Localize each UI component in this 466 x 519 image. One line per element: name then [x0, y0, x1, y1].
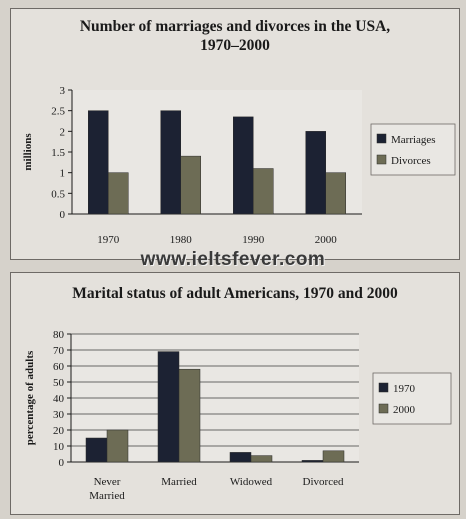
chart1-category-label: 1990: [242, 234, 265, 246]
chart2-title: Marital status of adult Americans, 1970 …: [72, 285, 398, 302]
chart2-legend-box: [372, 372, 452, 425]
chart2-legend-label: 2000: [393, 404, 416, 416]
chart1-y-axis-label: millions: [22, 133, 34, 171]
chart2-ytick-label: 20: [53, 425, 65, 437]
chart2-bar-1970: [229, 452, 252, 463]
chart2-ytick-label: 10: [53, 441, 65, 453]
chart2-bar-2000: [106, 429, 129, 463]
chart1-bar-divorces: [325, 172, 346, 215]
chart2-bar-2000: [250, 455, 273, 463]
chart2-ytick-label: 40: [53, 393, 65, 405]
chart1-legend-swatch: [376, 133, 387, 144]
marital-status-chart-panel: Marital status of adult Americans, 1970 …: [10, 272, 460, 515]
chart2-ytick-label: 0: [59, 457, 65, 469]
chart2-category-label: Divorced: [303, 476, 344, 488]
marital-status-bar-chart: 0 10 20 30 40 50 60 70 80 percentage of adults Nev…: [24, 329, 452, 502]
chart2-category-label: Widowed: [230, 476, 273, 488]
chart1-bar-divorces: [180, 155, 201, 215]
chart2-legend-swatch: [378, 403, 389, 414]
marriages-divorces-bar-chart: 0 0.5 1 1.5 2 2.5 3 millions 1970 1980 1990 2000 Mar…: [22, 85, 456, 246]
chart2-y-axis-label: percentage of adults: [24, 350, 36, 445]
chart2-ytick-label: 30: [53, 409, 65, 421]
chart2-bar-2000: [178, 368, 201, 463]
chart1-ytick-label: 0.5: [51, 188, 65, 200]
chart1-ytick-label: 1: [60, 168, 66, 180]
chart1-ytick-label: 1.5: [51, 147, 65, 159]
chart2-ytick-label: 60: [53, 361, 65, 373]
chart2-ytick-label: 70: [53, 345, 65, 357]
chart1-ytick-label: 2.5: [51, 106, 65, 118]
chart2-bar-1970: [301, 460, 324, 463]
chart1-ytick-label: 0: [60, 209, 66, 221]
watermark-text: www.ieltsfever.com: [140, 249, 326, 270]
chart1-bar-marriages: [233, 116, 254, 215]
chart2-bar-1970: [157, 351, 180, 463]
chart2-ytick-label: 50: [53, 377, 65, 389]
chart2-bar-2000: [322, 450, 345, 463]
chart1-category-label: 1980: [170, 234, 193, 246]
chart1-legend-box: [370, 123, 456, 176]
chart2-category-label: Never: [94, 476, 121, 488]
chart2-bar-1970: [85, 437, 108, 463]
chart1-legend-label: Divorces: [391, 155, 431, 167]
chart1-title-line1: Number of marriages and divorces in the …: [79, 18, 391, 35]
marriages-divorces-chart-panel: Number of marriages and divorces in the …: [10, 8, 460, 260]
chart1-bar-marriages: [305, 131, 326, 215]
chart1-title-line2: 1970–2000: [200, 37, 270, 54]
chart2-ytick-label: 80: [53, 329, 65, 341]
chart1-bar-marriages: [88, 110, 109, 215]
chart1-bar-marriages: [160, 110, 181, 215]
chart1-category-label: 1970: [97, 234, 120, 246]
chart2-category-label: Married: [161, 476, 197, 488]
chart1-legend-label: Marriages: [391, 134, 436, 146]
chart1-ytick-label: 3: [60, 85, 66, 97]
chart1-legend-swatch: [376, 154, 387, 165]
chart2-legend-label: 1970: [393, 383, 416, 395]
chart1-category-label: 2000: [315, 234, 338, 246]
chart1-bar-divorces: [253, 168, 274, 215]
chart1-bar-divorces: [108, 172, 129, 215]
chart2-legend-swatch: [378, 382, 389, 393]
chart1-ytick-label: 2: [60, 126, 66, 138]
chart2-category-label: Married: [89, 490, 125, 502]
